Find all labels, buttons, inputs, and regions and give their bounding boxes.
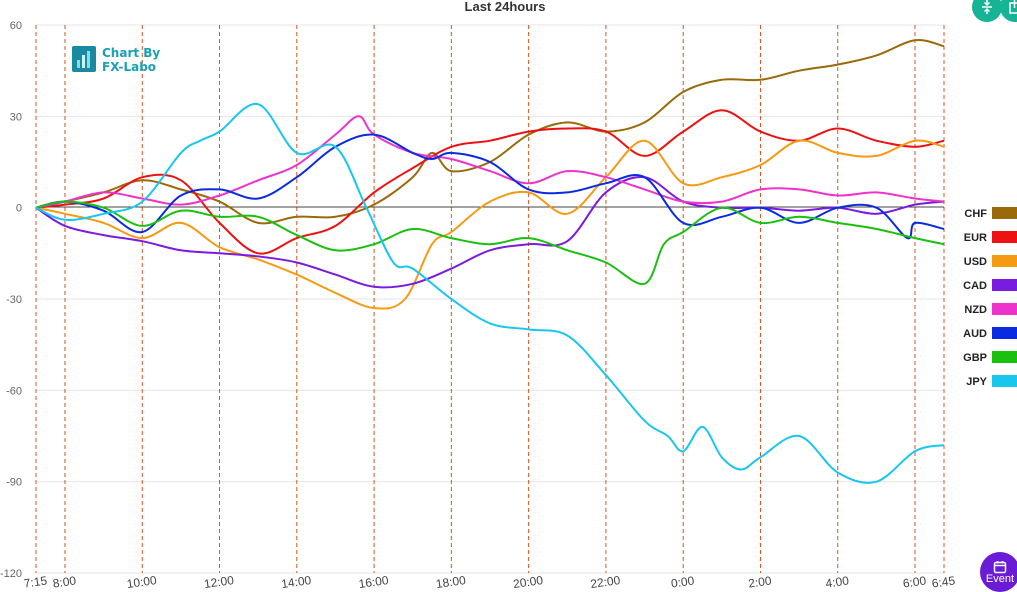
horizontal-gridlines — [36, 24, 944, 574]
series-line-nzd — [35, 115, 945, 209]
fx-labo-logo: Chart By FX-Labo — [72, 46, 160, 74]
legend-swatch-nzd[interactable] — [992, 303, 1017, 315]
legend-label-eur: EUR — [964, 232, 987, 244]
x-tick-label: 0:00 — [670, 573, 695, 590]
logo-line-2: FX-Labo — [102, 60, 156, 74]
legend-swatch-aud[interactable] — [992, 327, 1017, 339]
fit-button[interactable] — [972, 0, 1002, 22]
legend-label-nzd: NZD — [964, 304, 987, 316]
series-line-eur — [35, 109, 945, 255]
legend-swatch-gbp[interactable] — [992, 351, 1017, 363]
fit-vertical-icon — [982, 0, 992, 14]
export-button[interactable] — [1000, 0, 1017, 22]
x-tick-label: 8:00 — [52, 573, 77, 590]
legend-swatch-eur[interactable] — [992, 231, 1017, 243]
legend-label-usd: USD — [964, 256, 987, 268]
x-tick-label: 22:00 — [590, 573, 622, 591]
x-tick-label: 6:45 — [931, 573, 956, 590]
y-tick-label: -60 — [6, 385, 22, 397]
legend-label-aud: AUD — [963, 328, 987, 340]
legend: CHF EUR USD CAD NZD AUD GBP JPY — [963, 207, 1017, 388]
x-tick-label: 6:00 — [902, 573, 927, 590]
event-button-label: Event — [985, 572, 1015, 585]
x-tick-label: 2:00 — [747, 573, 772, 590]
y-tick-label: -30 — [6, 294, 22, 306]
series-line-cad — [35, 175, 945, 289]
series-line-chf — [35, 38, 945, 225]
x-tick-label: 14:00 — [280, 573, 312, 591]
calendar-icon — [993, 560, 1007, 573]
y-tick-label: 0 — [16, 203, 22, 215]
x-tick-label: 18:00 — [435, 573, 467, 591]
legend-swatch-chf[interactable] — [992, 207, 1017, 219]
series-line-jpy — [35, 103, 945, 484]
x-tick-label: 16:00 — [358, 573, 390, 591]
y-tick-label: 30 — [10, 111, 22, 123]
y-tick-label: -120 — [0, 568, 22, 580]
x-tick-label: 7:15 — [23, 573, 48, 590]
legend-swatch-cad[interactable] — [992, 279, 1017, 291]
y-tick-label: 60 — [10, 20, 22, 32]
x-tick-label: 20:00 — [512, 573, 544, 591]
series-lines — [35, 38, 945, 484]
legend-swatch-jpy[interactable] — [992, 375, 1017, 387]
legend-label-jpy: JPY — [966, 376, 987, 388]
series-line-usd — [35, 139, 945, 310]
y-axis-ticks: 60 30 0 -30 -60 -90 -120 — [0, 20, 22, 580]
x-tick-label: 4:00 — [825, 573, 850, 590]
x-tick-label: 10:00 — [126, 573, 158, 591]
chart-title: Last 24hours — [465, 0, 546, 14]
export-icon — [1009, 0, 1017, 14]
x-tick-label: 12:00 — [203, 573, 235, 591]
series-line-aud — [35, 133, 945, 240]
y-tick-label: -90 — [6, 477, 22, 489]
legend-label-cad: CAD — [963, 280, 987, 292]
legend-label-gbp: GBP — [963, 352, 987, 364]
logo-line-1: Chart By — [102, 46, 160, 60]
event-button[interactable]: Event — [980, 552, 1017, 592]
legend-swatch-usd[interactable] — [992, 255, 1017, 267]
series-line-gbp — [35, 200, 945, 285]
legend-label-chf: CHF — [964, 208, 987, 220]
x-axis-ticks: 7:15 8:00 10:00 12:00 14:00 16:00 18:00 20:00 22… — [23, 573, 956, 591]
